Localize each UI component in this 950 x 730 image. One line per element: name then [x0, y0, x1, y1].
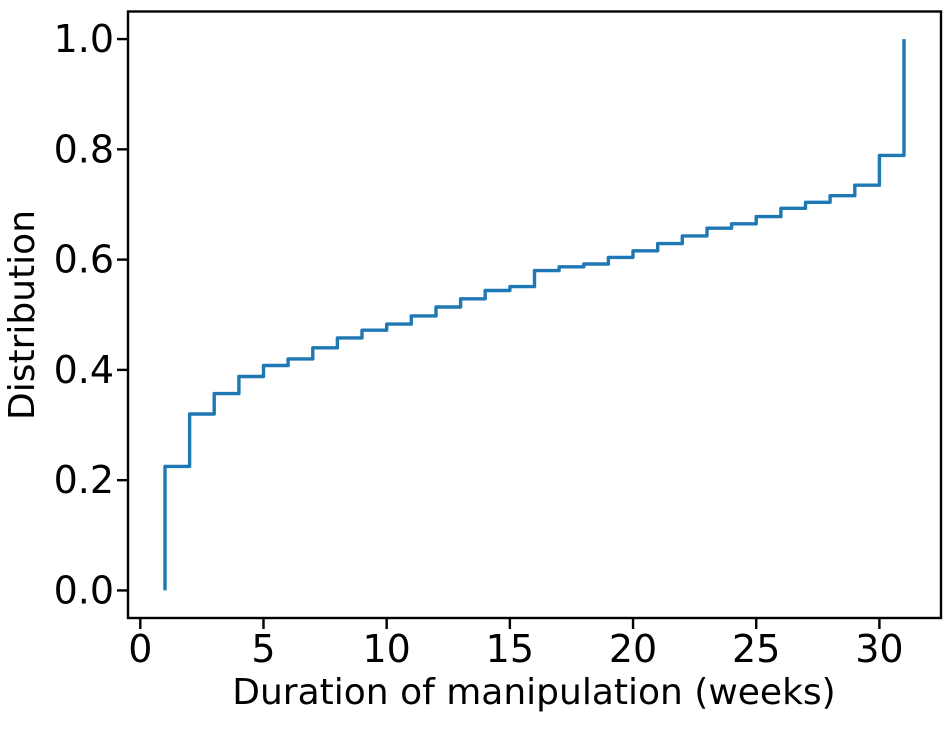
x-tick-label: 15	[486, 627, 534, 671]
x-tick-label: 5	[251, 627, 275, 671]
x-axis-title: Duration of manipulation (weeks)	[232, 672, 835, 713]
y-tick-label: 0.8	[54, 127, 114, 171]
y-tick-label: 0.0	[54, 568, 114, 612]
ecdf-step-line	[163, 39, 906, 591]
x-tick-label: 25	[732, 627, 780, 671]
plot-border	[126, 10, 943, 620]
y-tick-label: 1.0	[54, 17, 114, 61]
y-tick-label: 0.6	[54, 238, 114, 282]
y-axis-ticks	[117, 37, 128, 592]
x-tick-label: 30	[855, 627, 903, 671]
x-tick-label: 10	[363, 627, 411, 671]
y-axis-tick-labels: 0.0 0.2 0.4 0.6 0.8 1.0	[54, 17, 114, 612]
y-axis-title: Distribution	[2, 210, 43, 420]
y-tick-label: 0.4	[54, 348, 114, 392]
x-axis-tick-labels: 0 5 10 15 20 25 30	[128, 627, 903, 671]
x-axis-ticks	[139, 618, 881, 629]
y-tick-label: 0.2	[54, 458, 114, 502]
x-tick-label: 20	[609, 627, 657, 671]
x-tick-label: 0	[128, 627, 152, 671]
